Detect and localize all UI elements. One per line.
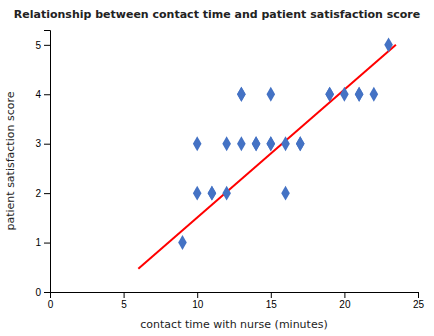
scatter-point — [252, 136, 261, 151]
y-axis-tick: 3 — [35, 138, 50, 149]
y-axis-tick: 0 — [35, 287, 50, 298]
y-axis-tick-label: 2 — [35, 188, 41, 199]
x-axis-tick-label: 0 — [48, 299, 54, 310]
x-axis-tick-label: 15 — [266, 299, 278, 310]
scatter-point — [267, 136, 276, 151]
scatter-point — [296, 136, 305, 151]
x-axis-tick-label: 5 — [121, 299, 127, 310]
marks — [138, 37, 396, 268]
x-axis-tick-mark — [197, 292, 198, 298]
y-axis-line — [44, 31, 51, 293]
y-axis-tick-mark — [44, 243, 50, 244]
scatter-point — [193, 186, 202, 201]
scatter-point — [325, 87, 334, 102]
y-axis-tick-mark — [44, 45, 50, 46]
x-axis-tick-label: 10 — [192, 299, 204, 310]
scatter-point — [208, 186, 217, 201]
y-axis-tick-mark — [44, 193, 50, 194]
scatter-point — [252, 136, 261, 151]
scatter-point — [325, 87, 334, 102]
y-axis: 0 1 2 3 4 5 — [35, 31, 50, 298]
y-axis-tick-label: 3 — [35, 138, 41, 149]
scatter-point — [222, 136, 231, 151]
x-axis-tick: 5 — [121, 292, 127, 310]
scatter-point — [370, 87, 379, 102]
x-axis-tick-mark — [344, 292, 345, 298]
scatter-point — [340, 87, 349, 102]
scatter-point — [193, 136, 202, 151]
y-axis-tick-mark — [44, 144, 50, 145]
scatter-point — [296, 136, 305, 151]
x-axis-tick-mark — [418, 292, 419, 298]
y-axis-tick-label: 1 — [35, 237, 41, 248]
x-axis-tick: 10 — [192, 292, 204, 310]
y-axis-tick: 5 — [35, 40, 50, 51]
chart: 0 5 10 15 20 25 0 1 2 3 4 5 Relationship between con… — [0, 0, 434, 336]
y-axis-tick: 1 — [35, 237, 50, 248]
x-axis-tick-mark — [271, 292, 272, 298]
y-axis-tick-label: 4 — [35, 89, 41, 100]
scatter-point — [237, 136, 246, 151]
scatter-point — [208, 186, 217, 201]
scatter-point — [281, 136, 290, 151]
scatter-point — [222, 186, 231, 201]
scatter-point — [237, 87, 246, 102]
x-axis-tick-label: 20 — [339, 299, 351, 310]
x-axis-tick: 0 — [48, 292, 54, 310]
scatter-point — [237, 87, 246, 102]
plot-area: 0 5 10 15 20 25 0 1 2 3 4 5 — [35, 31, 424, 311]
y-axis-tick: 2 — [35, 188, 50, 199]
x-axis: 0 5 10 15 20 25 — [48, 292, 425, 310]
x-axis-title: contact time with nurse (minutes) — [140, 318, 327, 331]
x-axis-tick: 15 — [266, 292, 278, 310]
y-axis-title: patient satisfaction score — [4, 91, 17, 230]
scatter-point — [267, 87, 276, 102]
y-axis-tick: 4 — [35, 89, 50, 100]
x-axis-tick: 20 — [339, 292, 351, 310]
scatter-point — [281, 186, 290, 201]
scatter-point — [384, 37, 393, 52]
y-axis-tick-label: 0 — [35, 287, 41, 298]
scatter-point — [355, 87, 364, 102]
x-axis-tick-mark — [124, 292, 125, 298]
y-axis-tick-mark — [44, 292, 50, 293]
scatter-point — [267, 136, 276, 151]
y-axis-tick-label: 5 — [35, 40, 41, 51]
scatter-point — [178, 235, 187, 250]
y-axis-tick-mark — [44, 94, 50, 95]
scatter-point — [355, 87, 364, 102]
title: Relationship between contact time and pa… — [14, 8, 420, 21]
x-axis-tick: 25 — [413, 292, 425, 310]
trend-line — [138, 45, 396, 269]
x-axis-tick-label: 25 — [413, 299, 425, 310]
x-axis-line — [51, 293, 419, 299]
